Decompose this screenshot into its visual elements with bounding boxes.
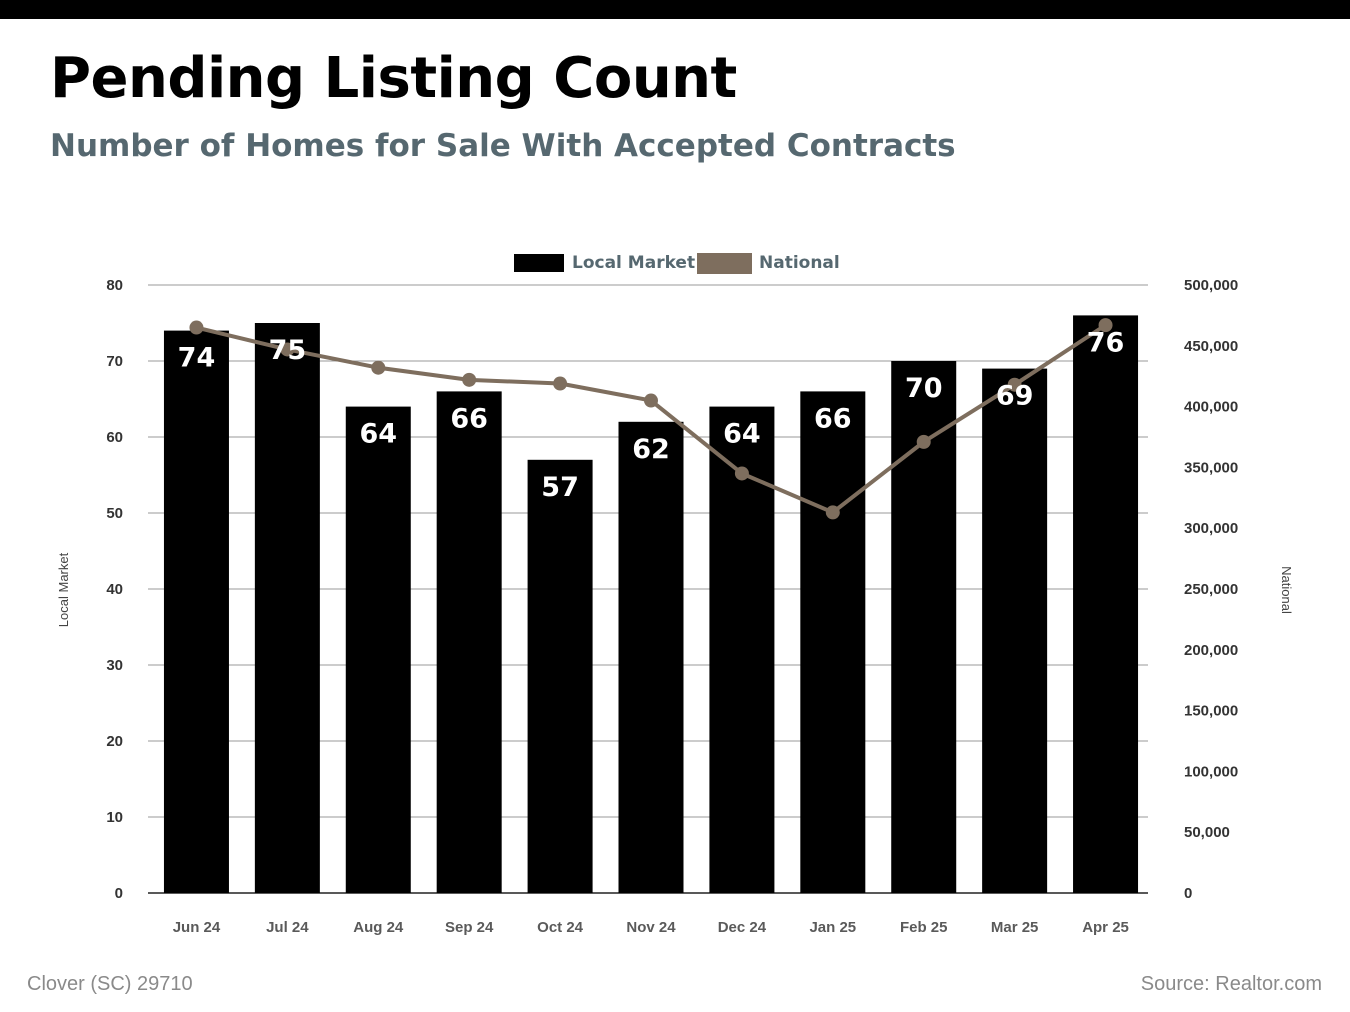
point-national xyxy=(189,320,204,335)
y-right-tick-label: 300,000 xyxy=(1184,520,1238,537)
bar-data-label: 76 xyxy=(1087,327,1125,358)
y-right-tick-label: 500,000 xyxy=(1184,277,1238,294)
top-bar xyxy=(0,0,1350,19)
x-tick-label: Aug 24 xyxy=(353,919,404,936)
y-right-tick-label: 50,000 xyxy=(1184,824,1230,841)
y-left-tick-label: 50 xyxy=(106,505,123,522)
y-left-tick-label: 10 xyxy=(106,809,123,826)
point-national xyxy=(371,360,386,375)
bar-data-label: 75 xyxy=(269,335,307,366)
y-right-axis-title: National xyxy=(1279,566,1294,614)
bar-local-market xyxy=(527,459,593,893)
legend-swatch-local-market xyxy=(514,254,564,272)
bar-data-label: 66 xyxy=(450,403,488,434)
y-left-tick-label: 40 xyxy=(106,581,123,598)
point-national xyxy=(462,372,477,387)
bar-data-label: 66 xyxy=(814,403,852,434)
x-tick-label: Jun 24 xyxy=(173,919,221,936)
bar-local-market xyxy=(254,323,320,893)
y-right-tick-label: 350,000 xyxy=(1184,459,1238,476)
location-label: Clover (SC) 29710 xyxy=(27,973,193,995)
point-national xyxy=(644,393,658,408)
y-right-tick-label: 250,000 xyxy=(1184,581,1238,598)
x-tick-label: Apr 25 xyxy=(1082,919,1129,936)
y-left-tick-label: 30 xyxy=(106,657,123,674)
chart-title: Pending Listing Count xyxy=(50,46,737,111)
y-left-tick-label: 60 xyxy=(106,429,123,446)
y-left-tick-label: 70 xyxy=(106,353,123,370)
bar-local-market xyxy=(163,330,229,894)
point-national xyxy=(1098,318,1113,333)
y-right-tick-label: 450,000 xyxy=(1184,338,1238,355)
bar-data-label: 64 xyxy=(359,419,397,450)
x-tick-label: Mar 25 xyxy=(991,919,1039,936)
y-right-tick-label: 0 xyxy=(1184,885,1192,902)
bar-data-label: 57 xyxy=(541,472,579,503)
x-tick-label: Nov 24 xyxy=(626,919,676,936)
bar-data-label: 64 xyxy=(723,419,761,450)
legend-label-local-market: Local Market xyxy=(572,253,695,273)
bar-local-market xyxy=(800,391,866,893)
y-right-tick-label: 200,000 xyxy=(1184,642,1238,659)
bar-local-market xyxy=(345,406,411,893)
bar-local-market xyxy=(1073,315,1139,893)
x-tick-label: Sep 24 xyxy=(445,919,494,936)
bar-local-market xyxy=(982,368,1048,894)
point-national xyxy=(280,342,295,357)
y-left-tick-label: 80 xyxy=(106,277,123,294)
source-label: Source: Realtor.com xyxy=(1140,973,1322,995)
bar-local-market xyxy=(436,391,502,893)
legend-swatch-national xyxy=(697,253,752,274)
x-tick-label: Dec 24 xyxy=(718,919,767,936)
bar-data-label: 74 xyxy=(178,343,216,374)
y-left-tick-label: 20 xyxy=(106,733,123,750)
legend-label-national: National xyxy=(759,253,840,273)
y-left-tick-label: 0 xyxy=(115,885,123,902)
point-national xyxy=(825,505,840,520)
bar-data-label: 69 xyxy=(996,381,1034,412)
x-tick-label: Jan 25 xyxy=(809,919,856,936)
point-national xyxy=(916,434,931,449)
bar-local-market xyxy=(618,421,684,893)
point-national xyxy=(1007,377,1022,392)
chart-subtitle: Number of Homes for Sale With Accepted C… xyxy=(50,128,956,164)
bar-data-label: 62 xyxy=(632,434,670,465)
y-right-tick-label: 400,000 xyxy=(1184,399,1238,416)
point-national xyxy=(553,376,568,391)
x-tick-label: Oct 24 xyxy=(537,919,584,936)
y-right-tick-label: 150,000 xyxy=(1184,703,1238,720)
x-tick-label: Jul 24 xyxy=(266,919,309,936)
bar-local-market xyxy=(709,406,775,893)
y-left-axis-title: Local Market xyxy=(56,552,71,627)
x-tick-label: Feb 25 xyxy=(900,919,948,936)
bar-local-market xyxy=(891,361,957,893)
y-right-tick-label: 100,000 xyxy=(1184,763,1238,780)
bar-data-label: 70 xyxy=(905,373,943,404)
point-national xyxy=(734,466,749,481)
